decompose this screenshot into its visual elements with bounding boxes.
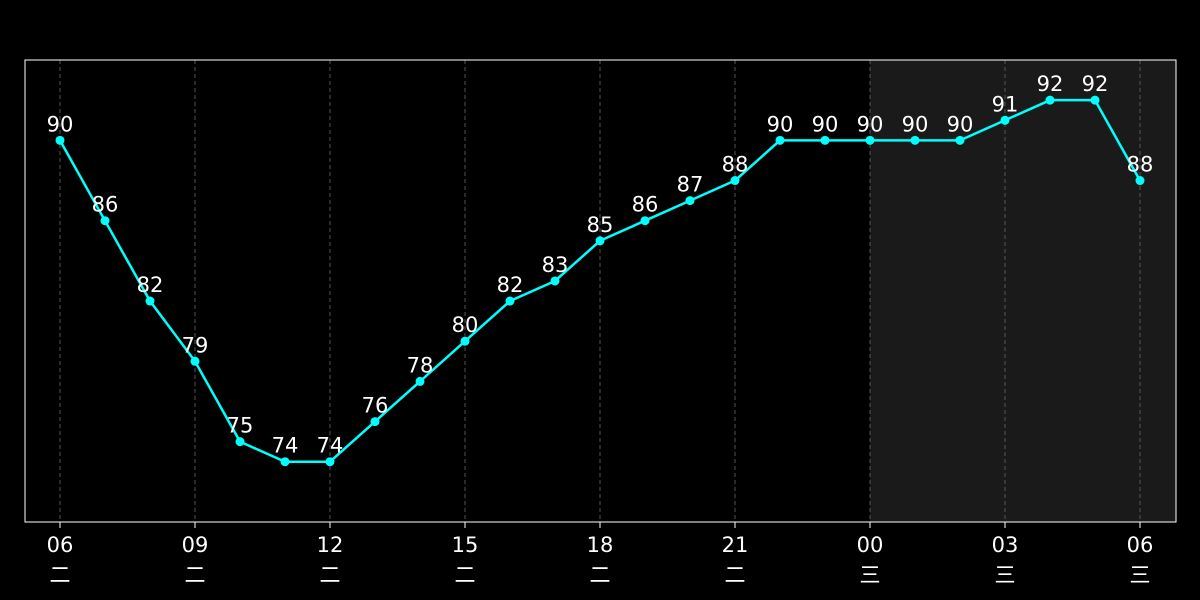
data-labels: 90 86 82 79 75 74 74 76 78 80 82 83 85 86 87 88 90 90 90 90… [47, 72, 1154, 458]
data-label: 88 [722, 153, 749, 177]
highlight-region [870, 60, 1176, 522]
data-label: 74 [317, 434, 344, 458]
data-point [730, 176, 740, 186]
data-label: 78 [407, 353, 434, 377]
x-tick-label: 21 [722, 533, 749, 557]
data-point [1000, 115, 1010, 125]
x-tick-day-label: 三 [995, 563, 1016, 587]
data-point [505, 296, 515, 306]
data-label: 92 [1037, 72, 1064, 96]
series-points [55, 95, 1145, 467]
data-point [460, 336, 470, 346]
data-point [325, 457, 335, 467]
data-point [820, 135, 830, 145]
x-tick-label: 12 [317, 533, 344, 557]
data-point [550, 276, 560, 286]
data-label: 75 [227, 414, 254, 438]
data-label: 82 [497, 273, 524, 297]
data-point [775, 135, 785, 145]
data-label: 85 [587, 213, 614, 237]
data-label: 90 [47, 112, 74, 136]
data-label: 80 [452, 313, 479, 337]
data-label: 91 [992, 92, 1019, 116]
data-point [100, 216, 110, 226]
data-point [1135, 176, 1145, 186]
x-tick-label: 06 [47, 533, 74, 557]
x-tick-label: 15 [452, 533, 479, 557]
x-tick-day-label: 二 [590, 563, 611, 587]
data-point [910, 135, 920, 145]
x-tick-label: 06 [1127, 533, 1154, 557]
data-point [55, 135, 65, 145]
x-tick-day-label: 三 [1130, 563, 1151, 587]
data-label: 74 [272, 434, 299, 458]
x-tick-label: 00 [857, 533, 884, 557]
data-label: 83 [542, 253, 569, 277]
data-point [370, 417, 380, 427]
data-label: 79 [182, 333, 209, 357]
x-tick-day-label: 二 [320, 563, 341, 587]
x-tick-day-label: 二 [185, 563, 206, 587]
x-tick-label: 03 [992, 533, 1019, 557]
x-axis-ticks: 06 二 09 二 12 二 15 二 18 二 21 二 00 三 03 三 06 三 [47, 522, 1154, 587]
data-label: 90 [857, 112, 884, 136]
x-tick-day-label: 二 [455, 563, 476, 587]
data-point [955, 135, 965, 145]
data-label: 90 [767, 112, 794, 136]
data-point [865, 135, 875, 145]
data-label: 90 [902, 112, 929, 136]
x-tick-label: 09 [182, 533, 209, 557]
data-label: 90 [947, 112, 974, 136]
x-tick-day-label: 二 [50, 563, 71, 587]
data-label: 86 [92, 193, 119, 217]
data-label: 90 [812, 112, 839, 136]
data-point [1090, 95, 1100, 105]
data-label: 92 [1082, 72, 1109, 96]
next-day-highlight [870, 60, 1176, 522]
data-point [280, 457, 290, 467]
data-point [1045, 95, 1055, 105]
data-point [235, 437, 245, 447]
data-label: 86 [632, 193, 659, 217]
data-point [685, 196, 695, 206]
data-point [640, 216, 650, 226]
data-point [145, 296, 155, 306]
x-tick-label: 18 [587, 533, 614, 557]
data-label: 87 [677, 173, 704, 197]
x-tick-day-label: 三 [860, 563, 881, 587]
data-label: 88 [1127, 153, 1154, 177]
data-label: 76 [362, 394, 389, 418]
data-point [190, 356, 200, 366]
data-point [415, 376, 425, 386]
data-point [595, 236, 605, 246]
x-tick-day-label: 二 [725, 563, 746, 587]
data-label: 82 [137, 273, 164, 297]
